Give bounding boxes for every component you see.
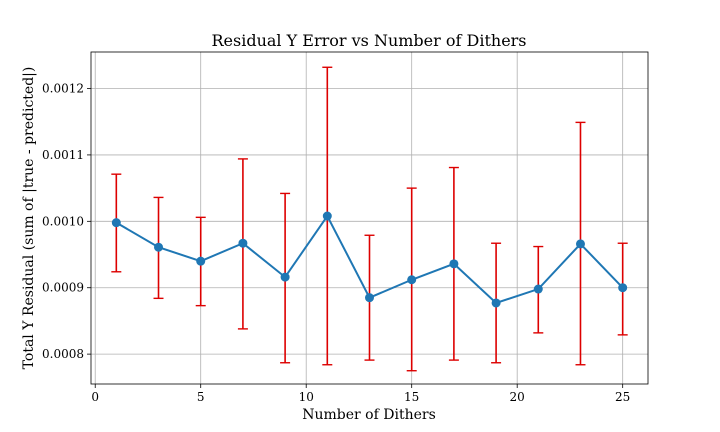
data-point — [322, 211, 332, 221]
y-tick-label: 0.0010 — [42, 214, 84, 228]
data-point — [365, 293, 374, 303]
chart-title: Residual Y Error vs Number of Dithers — [211, 31, 526, 50]
y-tick-label: 0.0009 — [42, 281, 84, 295]
y-tick-label: 0.0008 — [42, 347, 84, 361]
x-tick-label: 5 — [197, 390, 205, 404]
x-tick-label: 25 — [615, 390, 630, 404]
data-point — [280, 272, 290, 282]
x-tick-label: 0 — [91, 390, 99, 404]
plot-frame — [90, 51, 649, 385]
data-points — [111, 211, 628, 308]
data-point — [533, 284, 543, 294]
data-point — [618, 283, 628, 293]
y-tick-label: 0.0012 — [42, 82, 84, 96]
grid — [91, 52, 648, 384]
data-point — [491, 298, 501, 308]
x-axis-ticks: 0 5 10 15 20 25 — [91, 384, 630, 404]
x-tick-label: 10 — [299, 390, 314, 404]
x-tick-label: 20 — [510, 390, 525, 404]
data-point — [154, 242, 164, 252]
x-tick-label: 15 — [404, 390, 419, 404]
data-point — [196, 256, 206, 266]
data-point — [449, 259, 459, 269]
data-point — [111, 218, 121, 228]
y-axis-ticks: 0.0008 0.0009 0.0010 0.0011 0.0012 — [42, 82, 91, 361]
data-point — [407, 275, 417, 285]
y-axis-label: Total Y Residual (sum of |true - predict… — [21, 67, 37, 370]
error-bars — [111, 66, 628, 372]
y-tick-label: 0.0011 — [42, 148, 84, 162]
data-point — [575, 239, 585, 249]
data-point — [238, 238, 248, 248]
x-axis-label: Number of Dithers — [302, 407, 436, 423]
